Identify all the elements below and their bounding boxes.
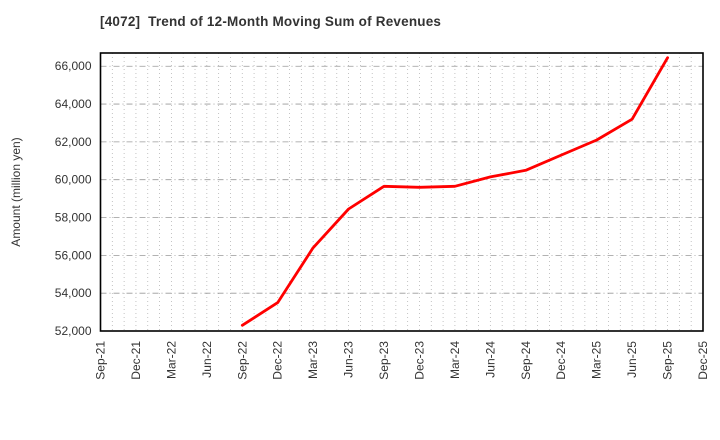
- x-tick-label: Sep-21: [94, 341, 108, 380]
- x-tick-label: Jun-23: [342, 341, 356, 378]
- y-axis-label: Amount (million yen): [9, 137, 23, 247]
- x-tick-label: Sep-24: [519, 341, 533, 380]
- x-tick-label: Mar-25: [590, 341, 604, 379]
- x-tick-label: Dec-23: [412, 341, 426, 380]
- x-tick-label: Mar-24: [448, 341, 462, 379]
- x-tick-label: Dec-21: [129, 341, 143, 380]
- y-tick-label: 60,000: [55, 173, 92, 187]
- x-tick-label: Mar-23: [306, 341, 320, 379]
- x-tick-label: Mar-22: [164, 341, 178, 379]
- y-tick-label: 56,000: [55, 248, 92, 262]
- x-tick-label: Sep-22: [235, 341, 249, 380]
- y-tick-label: 52,000: [55, 324, 92, 338]
- y-tick-label: 66,000: [55, 59, 92, 73]
- x-tick-label: Sep-25: [661, 341, 675, 380]
- plot-frame: [99, 52, 704, 332]
- x-tick-label: Sep-23: [377, 341, 391, 380]
- x-tick-label: Dec-25: [696, 341, 710, 380]
- x-tick-label: Jun-25: [625, 341, 639, 378]
- y-tick-label: 54,000: [55, 286, 92, 300]
- x-tick-label: Jun-24: [483, 341, 497, 378]
- y-tick-label: 64,000: [55, 97, 92, 111]
- y-tick-label: 58,000: [55, 211, 92, 225]
- chart-title: [4072] Trend of 12-Month Moving Sum of R…: [100, 14, 442, 29]
- x-tick-label: Dec-24: [554, 341, 568, 380]
- y-tick-label: 62,000: [55, 135, 92, 149]
- x-tick-label: Dec-22: [271, 341, 285, 380]
- x-tick-label: Jun-22: [200, 341, 214, 378]
- revenue-line: [240, 56, 669, 327]
